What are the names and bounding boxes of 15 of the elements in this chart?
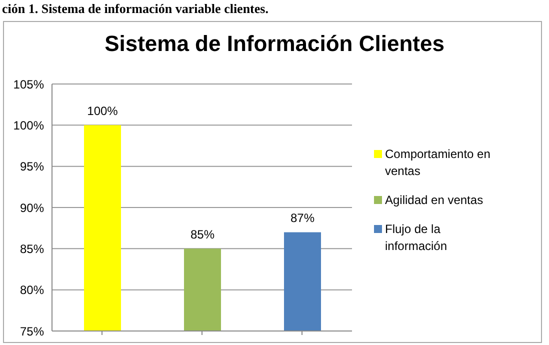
- y-tick-label: 105%: [13, 77, 44, 92]
- y-tick-label: 95%: [20, 160, 44, 174]
- data-label: 85%: [190, 228, 215, 242]
- y-tick-label: 90%: [20, 200, 44, 215]
- text: ción 1. Sistema de información variable clientes.: [2, 1, 268, 17]
- y-tick-label: 85%: [20, 242, 44, 256]
- legend-label: Comportamiento en ventas: [385, 146, 492, 180]
- chart-title: Sistema de Información Clientes: [104, 31, 446, 57]
- legend-label: Flujo de la información: [385, 221, 448, 255]
- y-tick-label: 100%: [13, 118, 44, 132]
- data-label: 100%: [87, 104, 118, 118]
- legend-label: Agilidad en ventas: [385, 192, 484, 209]
- y-tick-label: 75%: [20, 324, 44, 338]
- data-label: 87%: [290, 211, 315, 226]
- y-tick-label: 80%: [20, 283, 44, 298]
